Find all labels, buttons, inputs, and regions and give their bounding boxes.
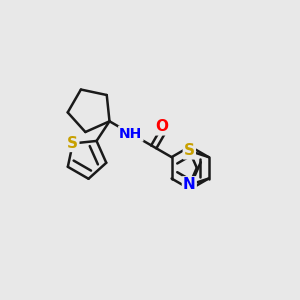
- Text: N: N: [183, 177, 196, 192]
- Text: NH: NH: [119, 127, 142, 141]
- Text: O: O: [155, 119, 168, 134]
- Text: S: S: [184, 143, 195, 158]
- Text: S: S: [67, 136, 78, 151]
